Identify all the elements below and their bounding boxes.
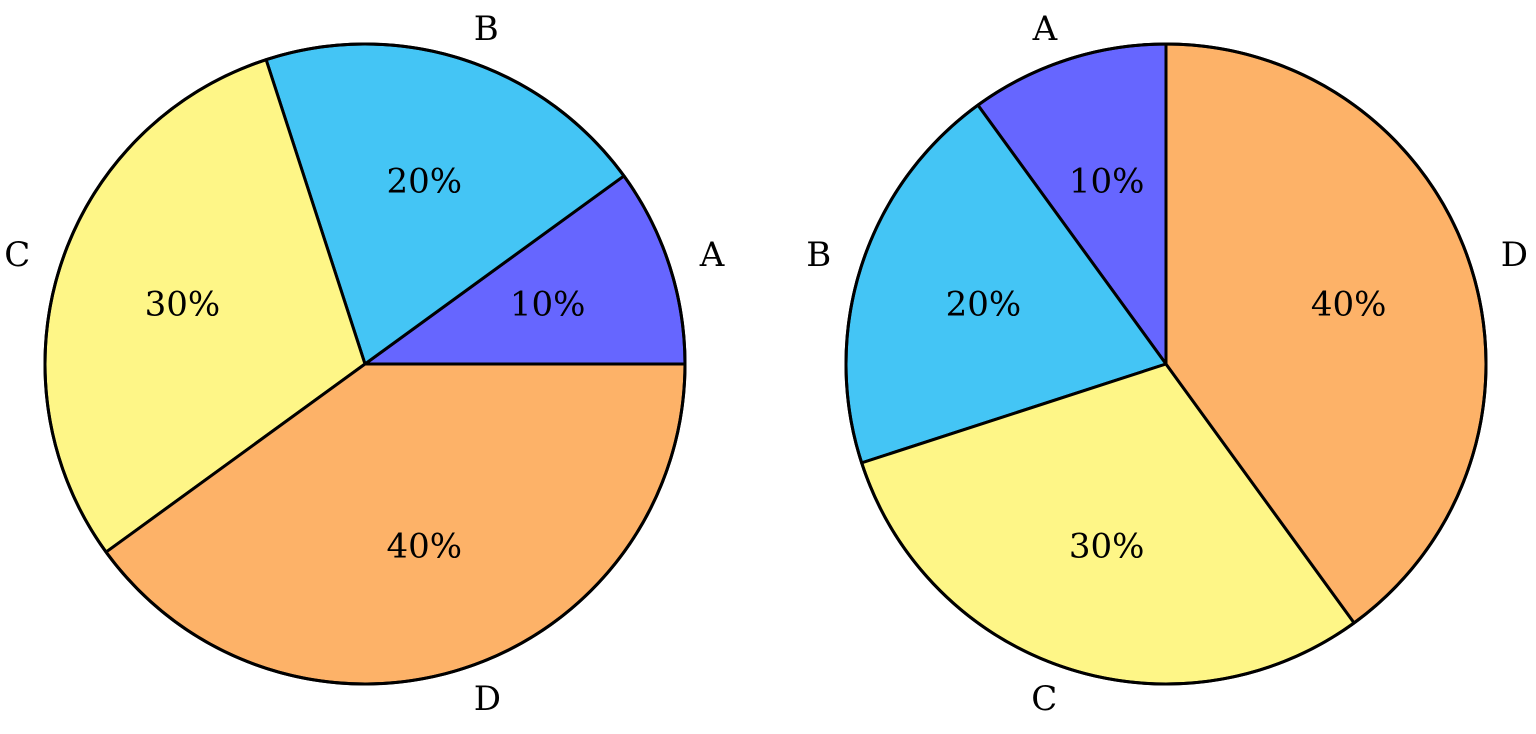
pie-labels: 10% A 20% B 30% C 40% D [806, 9, 1528, 719]
slice-category-label-d: D [1501, 235, 1528, 275]
slice-value-label-a: 10% [510, 285, 586, 325]
slice-value-label-d: 40% [1311, 285, 1387, 325]
slice-category-label-b: B [474, 9, 499, 49]
pie-chart-left: 10% A 20% B 30% C 40% D [4, 9, 725, 719]
slice-value-label-b: 20% [387, 161, 463, 201]
slice-category-label-c: C [1031, 679, 1057, 719]
slice-category-label-d: D [474, 679, 501, 719]
slice-value-label-c: 30% [1069, 527, 1145, 567]
pie-outline [844, 42, 1488, 686]
pie-labels: 10% A 20% B 30% C 40% D [4, 9, 725, 719]
slice-value-label-b: 20% [946, 285, 1022, 325]
slice-value-label-c: 30% [145, 285, 221, 325]
pie-outline [43, 42, 687, 686]
slice-value-label-d: 40% [387, 527, 463, 567]
slice-category-label-c: C [4, 235, 30, 275]
slice-category-label-b: B [806, 235, 831, 275]
slice-value-label-a: 10% [1069, 161, 1145, 201]
slice-category-label-a: A [699, 235, 725, 275]
pie-chart-right: 10% A 20% B 30% C 40% D [806, 9, 1528, 719]
slice-category-label-a: A [1032, 9, 1058, 49]
